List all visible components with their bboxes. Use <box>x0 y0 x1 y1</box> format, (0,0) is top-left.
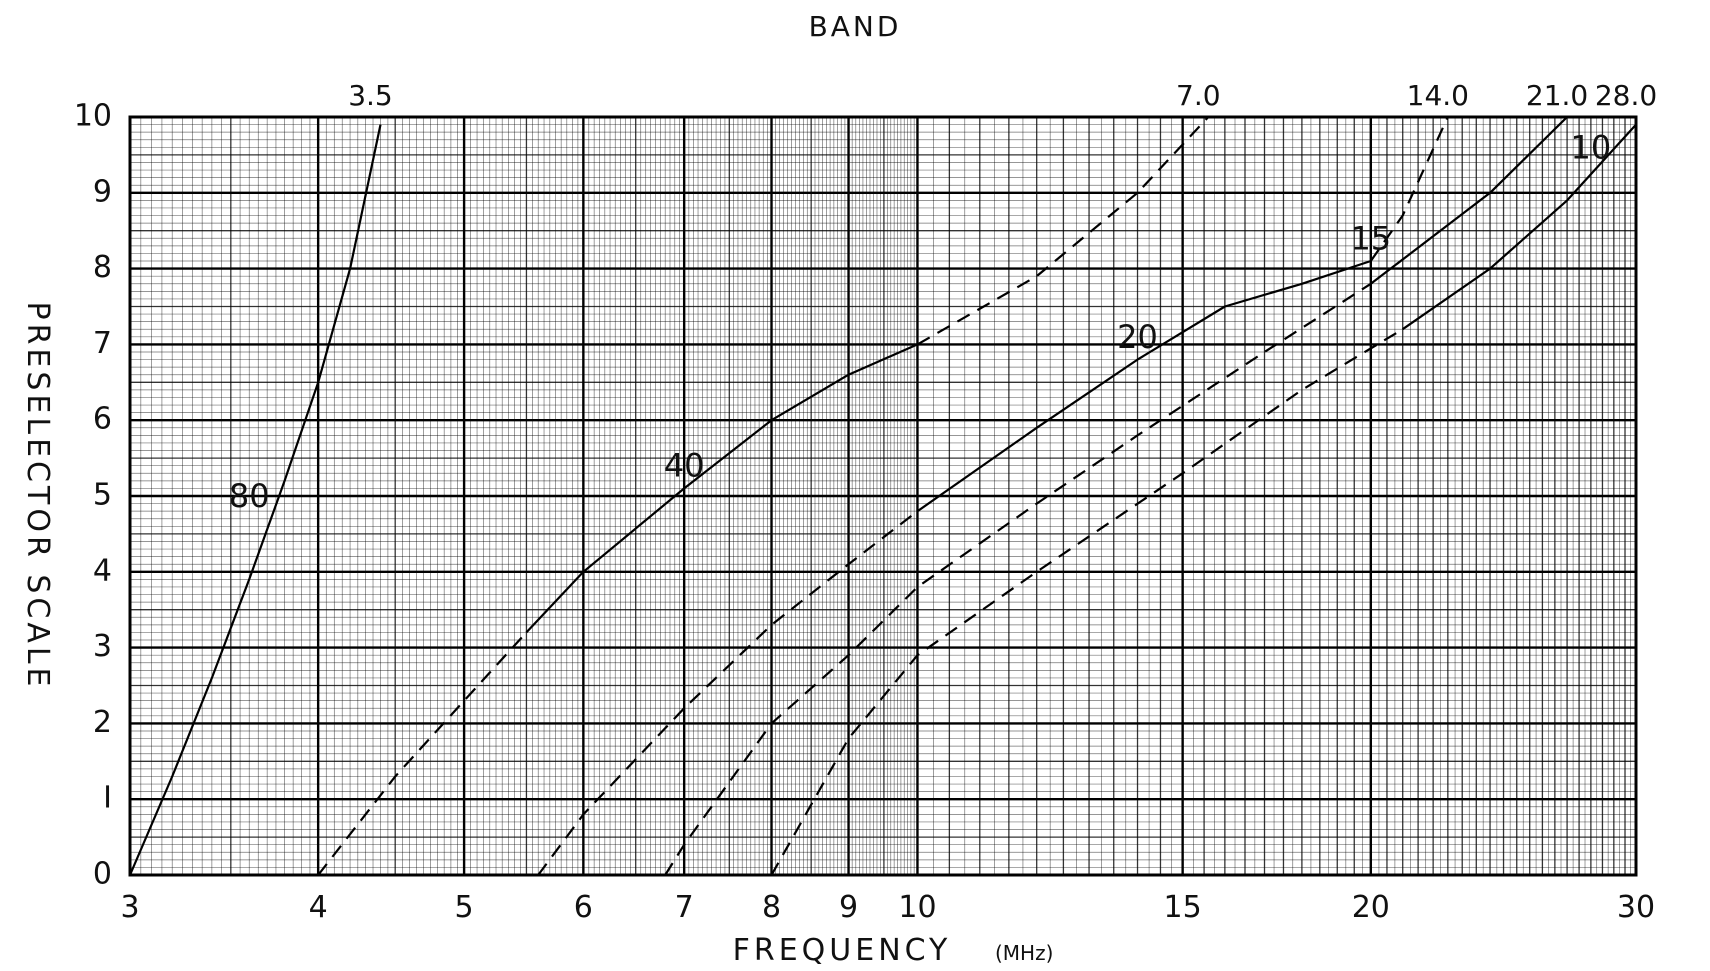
x-tick-labels: 3 4 5 6 7 8 9 10 15 20 30 <box>120 890 1655 925</box>
band-curve-label: 40 <box>664 447 705 485</box>
x-tick-label: 10 <box>898 890 936 925</box>
y-tick-label: 6 <box>93 402 112 437</box>
x-tick-label: 30 <box>1617 890 1655 925</box>
band-marker-label: 28.0 <box>1595 79 1657 112</box>
y-tick-label: 8 <box>93 250 112 285</box>
x-axis-label: FREQUENCY <box>733 933 952 968</box>
solid-curve <box>128 124 382 876</box>
y-tick-label: 0 <box>93 857 112 892</box>
solid-curve <box>525 343 918 634</box>
x-tick-label: 8 <box>762 890 781 925</box>
y-tick-label: 7 <box>93 326 112 361</box>
y-tick-labels: 0 I 2 3 4 5 6 7 8 9 10 <box>74 99 112 892</box>
dashed-curve <box>1369 116 1449 262</box>
x-tick-label: 3 <box>120 890 139 925</box>
solid-curve <box>1370 116 1568 285</box>
x-tick-label: 20 <box>1352 890 1390 925</box>
y-tick-label: 3 <box>93 629 112 664</box>
y-tick-label: 10 <box>74 99 112 134</box>
series-group <box>128 116 1637 876</box>
band-marker-label: 14.0 <box>1407 79 1469 112</box>
x-tick-label: 9 <box>839 890 858 925</box>
band-marker-label: 3.5 <box>348 79 393 112</box>
x-tick-label: 4 <box>309 890 328 925</box>
y-tick-label: 2 <box>93 705 112 740</box>
x-tick-label: 6 <box>574 890 593 925</box>
plot-frame <box>128 115 1638 877</box>
chart-title: BAND <box>809 10 902 43</box>
x-tick-label: 5 <box>455 890 474 925</box>
solid-curve <box>1402 123 1637 331</box>
solid-curve <box>916 259 1372 513</box>
band-marker-label: 7.0 <box>1176 79 1221 112</box>
y-tick-label: 5 <box>93 478 112 513</box>
x-tick-label: 15 <box>1164 890 1202 925</box>
grid <box>128 115 1638 877</box>
y-axis-label: PRESELECTOR SCALE <box>20 301 55 690</box>
y-tick-label: I <box>103 781 112 816</box>
band-curve-label: 15 <box>1350 219 1391 257</box>
band-markers: 3.5 7.0 14.0 21.0 28.0 <box>348 79 1657 112</box>
band-marker-label: 21.0 <box>1526 79 1588 112</box>
x-tick-label: 7 <box>675 890 694 925</box>
band-curve-label: 80 <box>229 477 270 515</box>
x-axis-unit: (MHz) <box>995 941 1053 965</box>
y-tick-label: 4 <box>93 553 112 588</box>
band-curve-label: 10 <box>1571 128 1612 166</box>
y-tick-label: 9 <box>93 174 112 209</box>
band-curve-label: 20 <box>1117 318 1158 356</box>
dashed-curve <box>537 510 919 876</box>
curve-labels: 80 40 20 15 10 <box>229 128 1611 515</box>
